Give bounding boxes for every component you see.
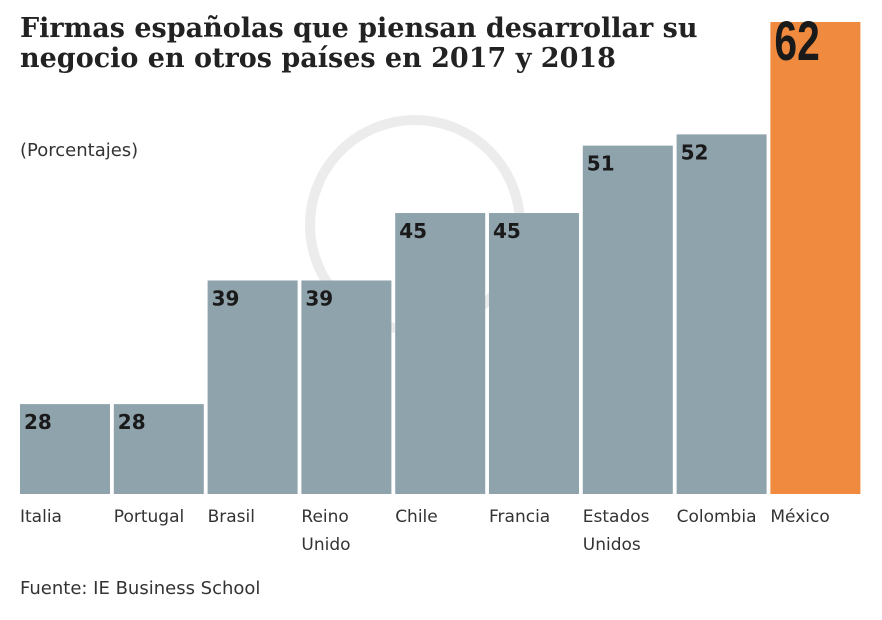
x-tick-label: Brasil <box>208 507 255 527</box>
x-tick-label: Colombia <box>677 507 757 527</box>
data-label: 45 <box>493 219 521 243</box>
x-tick-label: Francia <box>489 507 550 527</box>
x-tick-label: Chile <box>395 507 438 527</box>
data-label: 28 <box>24 410 52 434</box>
data-label: 52 <box>681 140 709 164</box>
x-tick-label: Portugal <box>114 507 184 527</box>
bar-francia <box>489 213 579 495</box>
x-tick-label: Unido <box>301 535 350 555</box>
data-label: 62 <box>774 11 819 72</box>
bar-portugal <box>113 404 204 494</box>
x-tick-label: Estados <box>583 507 650 527</box>
x-tick-label: Reino <box>301 507 348 527</box>
data-label: 45 <box>399 219 427 243</box>
data-label: 51 <box>587 152 615 176</box>
bar-chile <box>395 213 486 495</box>
bar-italia <box>20 404 110 494</box>
x-tick-label: México <box>770 507 829 527</box>
chart-source: Fuente: IE Business School <box>20 578 261 599</box>
data-label: 28 <box>118 410 146 434</box>
bar-méxico <box>770 22 861 494</box>
data-label: 39 <box>212 286 240 310</box>
data-label: 39 <box>305 286 333 310</box>
x-tick-label: Unidos <box>583 535 641 555</box>
x-tick-label: Italia <box>20 507 62 527</box>
bar-colombia <box>676 134 767 494</box>
chart-title: Firmas españolas que piensan desarrollar… <box>20 13 698 74</box>
bar-brasil <box>207 280 298 494</box>
bar-estados-unidos <box>582 145 673 494</box>
bar-reino-unido <box>301 280 392 494</box>
chart-subtitle: (Porcentajes) <box>20 140 139 161</box>
